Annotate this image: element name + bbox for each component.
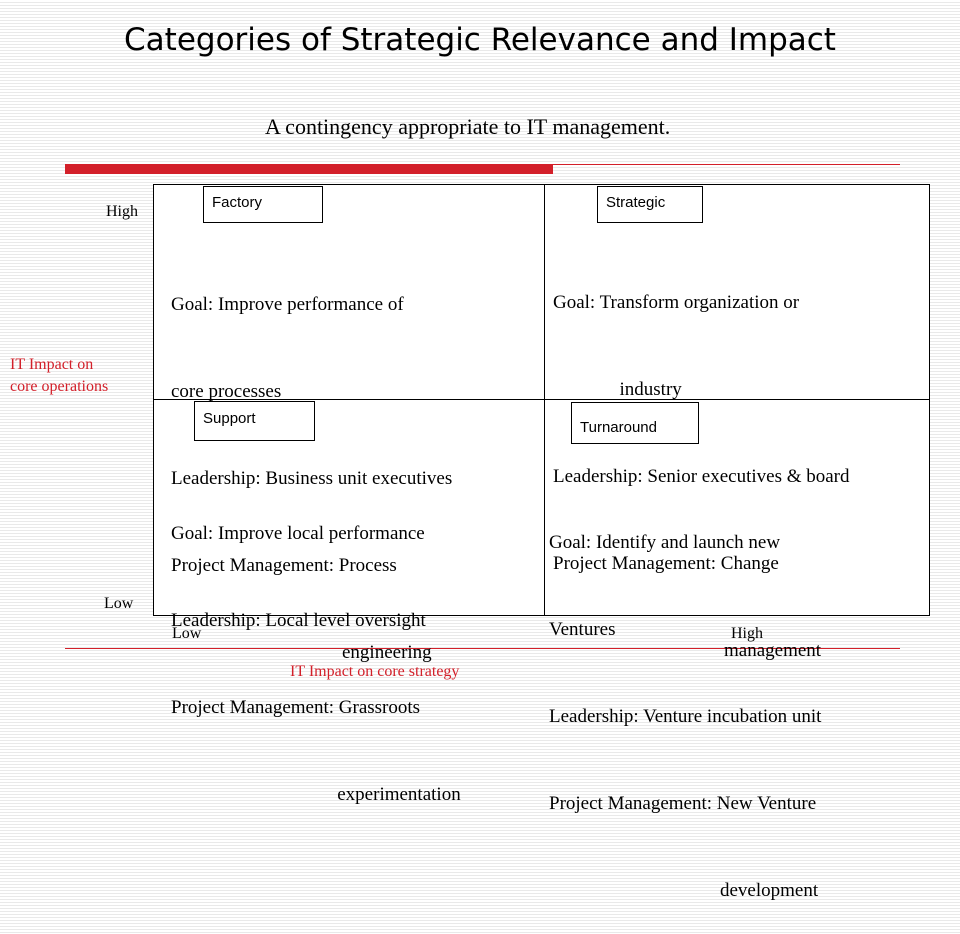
- turnaround-line: Goal: Identify and launch new: [549, 532, 781, 553]
- y-axis-low-label: Low: [104, 595, 134, 612]
- support-line: Project Management: Grassroots: [171, 697, 421, 718]
- y-axis-title-line: core operations: [10, 378, 109, 395]
- quadrant-text-factory: Goal: Improve performance of core proces…: [171, 232, 452, 696]
- quadrant-text-strategic: Goal: Transform organization or industry…: [553, 230, 850, 694]
- slide-subtitle: A contingency appropriate to IT manageme…: [265, 114, 671, 139]
- impact-matrix: [153, 184, 930, 616]
- turnaround-line: Leadership: Venture incubation unit: [549, 706, 822, 727]
- factory-line: Leadership: Business unit executives: [171, 468, 453, 489]
- x-axis-low-label: Low: [172, 625, 202, 642]
- slide-title: Categories of Strategic Relevance and Im…: [124, 22, 836, 58]
- factory-line: Project Management: Process: [171, 555, 397, 576]
- x-axis-title: IT Impact on core strategy: [290, 663, 460, 680]
- quadrant-label-support: Support: [194, 401, 315, 441]
- matrix-horizontal-divider: [153, 399, 930, 400]
- strategic-line: Goal: Transform organization or: [553, 292, 800, 313]
- support-line: Goal: Improve local performance: [171, 523, 425, 544]
- quadrant-label-factory: Factory: [203, 186, 323, 223]
- y-axis-high-label: High: [106, 203, 138, 220]
- quadrant-text-support: Goal: Improve local performance Leadersh…: [171, 461, 461, 838]
- support-line: Leadership: Local level oversight: [171, 610, 426, 631]
- strategic-line: industry: [553, 379, 682, 400]
- x-axis-high-label: High: [731, 625, 763, 642]
- factory-line: core processes: [171, 381, 282, 402]
- y-axis-title-line: IT Impact on: [10, 356, 94, 373]
- matrix-vertical-divider: [544, 184, 545, 616]
- turnaround-line: Project Management: New Venture: [549, 793, 817, 814]
- strategic-line: management: [553, 640, 822, 661]
- y-axis-title: IT Impact on core operations: [10, 354, 108, 398]
- turnaround-line: development: [549, 880, 819, 901]
- accent-line-bottom: [65, 648, 900, 649]
- support-line: experimentation: [171, 784, 461, 805]
- factory-line: Goal: Improve performance of: [171, 294, 404, 315]
- strategic-line: Leadership: Senior executives & board: [553, 466, 850, 487]
- accent-bar: [65, 164, 553, 174]
- quadrant-label-turnaround: Turnaround: [571, 402, 699, 444]
- turnaround-line: Ventures: [549, 619, 616, 640]
- quadrant-label-strategic: Strategic: [597, 186, 703, 223]
- strategic-line: Project Management: Change: [553, 553, 779, 574]
- accent-line-top: [553, 164, 900, 165]
- factory-line: engineering: [171, 642, 432, 663]
- quadrant-text-turnaround: Goal: Identify and launch new Ventures L…: [549, 470, 821, 934]
